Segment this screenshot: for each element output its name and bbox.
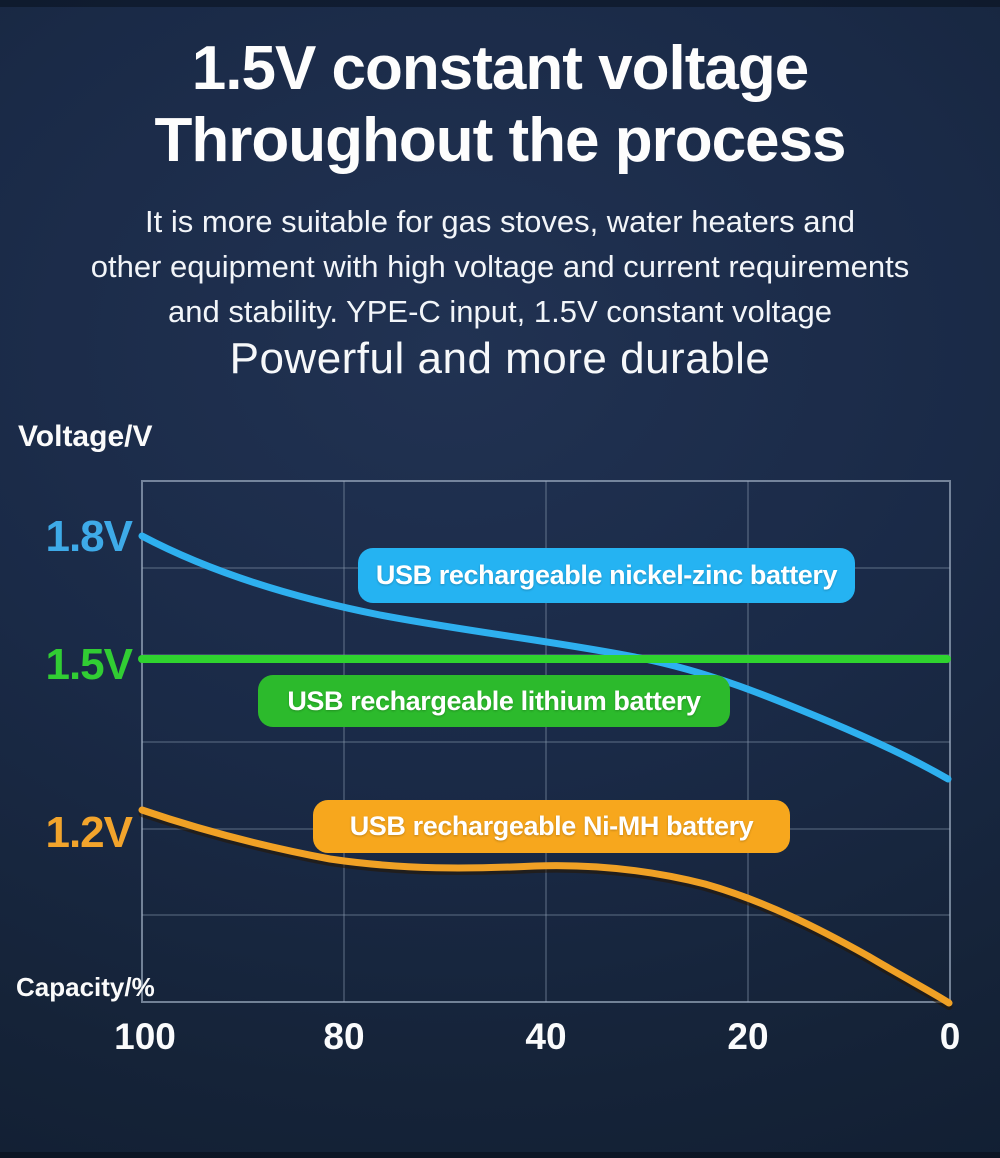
- tagline: Powerful and more durable: [229, 334, 771, 383]
- top-edge-shade: [0, 0, 1000, 7]
- x-tick-80: 80: [323, 1016, 365, 1057]
- x-tick-100: 100: [114, 1016, 176, 1057]
- legend-pill-lithium: USB rechargeable lithium battery: [258, 675, 730, 727]
- y-tick-1-5v: 1.5V: [45, 640, 133, 689]
- x-axis-title: Capacity/%: [16, 972, 155, 1002]
- x-tick-0: 0: [939, 1016, 961, 1057]
- subtitle-line-3: and stability. YPE-C input, 1.5V constan…: [167, 294, 833, 329]
- bottom-edge-shade: [0, 1152, 1000, 1158]
- x-tick-20: 20: [727, 1016, 769, 1057]
- y-tick-1-2v: 1.2V: [45, 808, 133, 857]
- page-title-line1: 1.5V constant voltage: [191, 34, 809, 103]
- y-tick-1-8v: 1.8V: [45, 512, 133, 561]
- y-axis-title: Voltage/V: [18, 420, 153, 453]
- x-tick-40: 40: [525, 1016, 567, 1057]
- legend-pill-nimh: USB rechargeable Ni-MH battery: [313, 800, 790, 853]
- subtitle-line-2: other equipment with high voltage and cu…: [90, 249, 910, 284]
- legend-pill-nickel-zinc: USB rechargeable nickel-zinc battery: [358, 548, 855, 603]
- subtitle-line-1: It is more suitable for gas stoves, wate…: [145, 204, 855, 239]
- page-title-line2: Throughout the process: [154, 106, 847, 175]
